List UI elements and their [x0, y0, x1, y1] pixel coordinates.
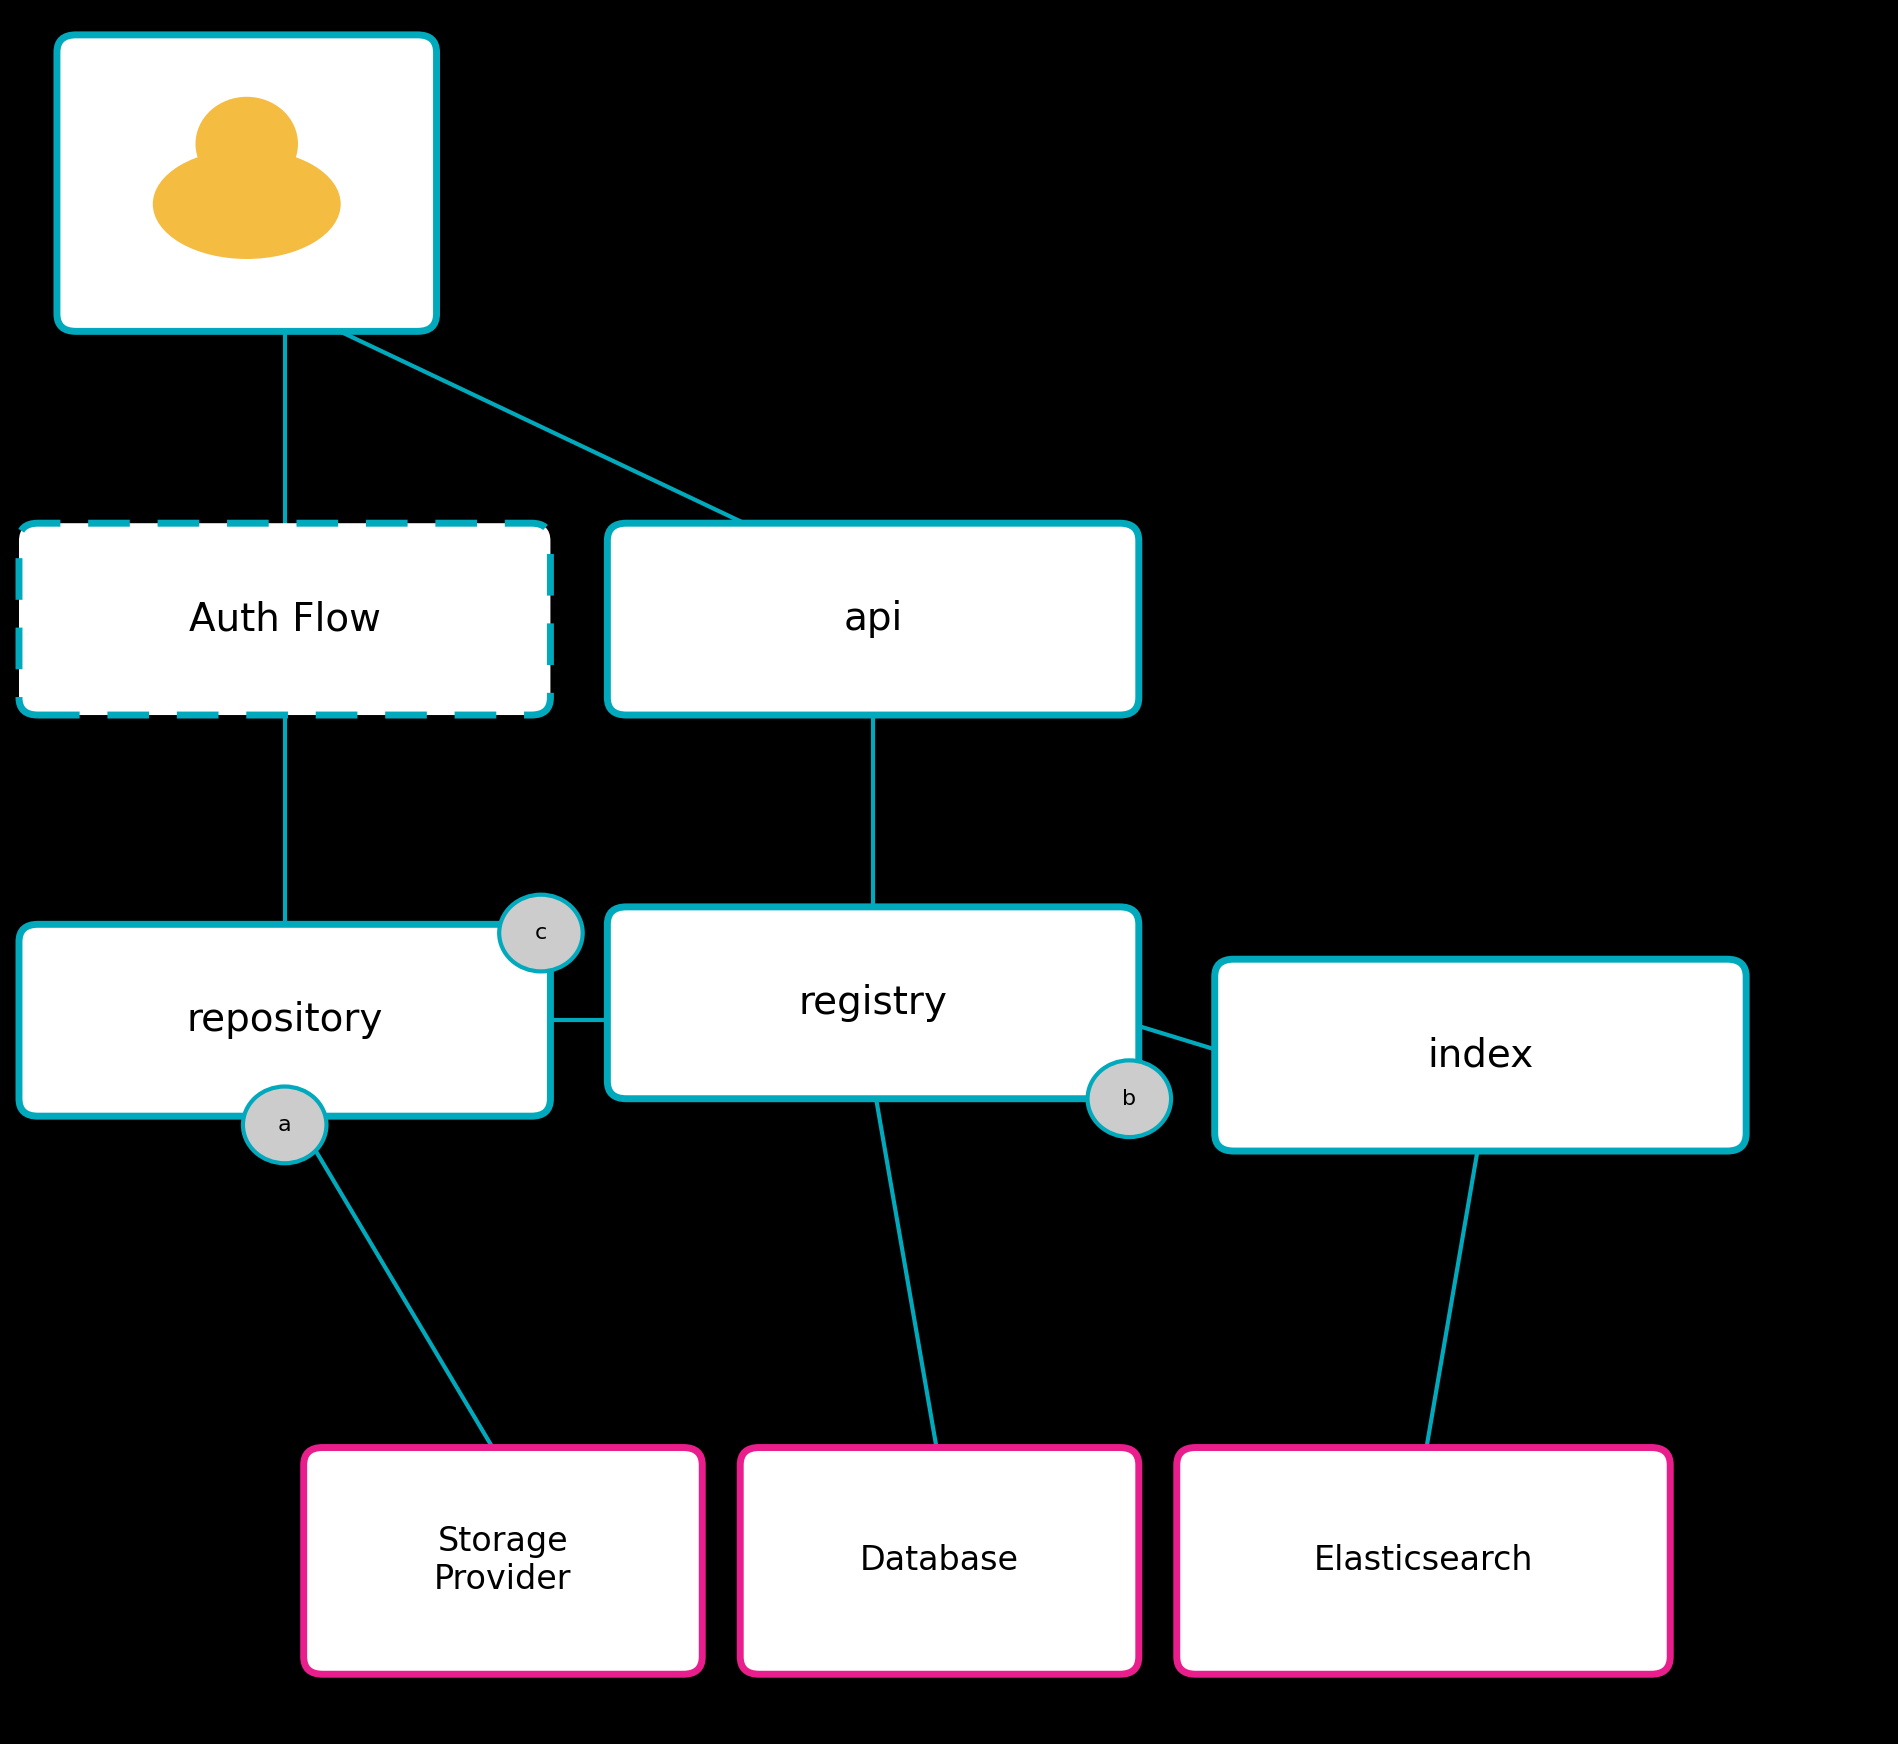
- FancyBboxPatch shape: [607, 523, 1139, 715]
- Circle shape: [499, 895, 583, 971]
- Text: repository: repository: [186, 1001, 383, 1039]
- FancyBboxPatch shape: [19, 924, 550, 1116]
- FancyBboxPatch shape: [607, 907, 1139, 1099]
- FancyBboxPatch shape: [304, 1448, 702, 1674]
- Ellipse shape: [154, 150, 342, 260]
- Circle shape: [243, 1087, 326, 1163]
- Text: b: b: [1122, 1088, 1137, 1109]
- Text: a: a: [277, 1114, 292, 1135]
- Circle shape: [195, 98, 298, 192]
- FancyBboxPatch shape: [740, 1448, 1139, 1674]
- Text: registry: registry: [799, 984, 947, 1022]
- Text: c: c: [535, 923, 547, 944]
- Text: Elasticsearch: Elasticsearch: [1313, 1545, 1534, 1577]
- Text: Storage
Provider: Storage Provider: [435, 1526, 571, 1596]
- Text: Auth Flow: Auth Flow: [188, 600, 381, 638]
- FancyBboxPatch shape: [1215, 959, 1746, 1151]
- Text: Database: Database: [860, 1545, 1019, 1577]
- Circle shape: [1088, 1060, 1171, 1137]
- FancyBboxPatch shape: [19, 523, 550, 715]
- FancyBboxPatch shape: [57, 35, 437, 331]
- Text: api: api: [843, 600, 903, 638]
- Text: index: index: [1427, 1036, 1534, 1074]
- FancyBboxPatch shape: [1177, 1448, 1670, 1674]
